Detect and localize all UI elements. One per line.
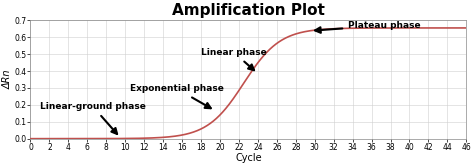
Y-axis label: ΔRn: ΔRn [3, 70, 13, 89]
X-axis label: Cycle: Cycle [235, 153, 262, 163]
Text: Linear phase: Linear phase [201, 48, 267, 70]
Title: Amplification Plot: Amplification Plot [172, 3, 325, 18]
Text: Linear-ground phase: Linear-ground phase [40, 102, 146, 134]
Text: Exponential phase: Exponential phase [130, 84, 224, 108]
Text: Plateau phase: Plateau phase [315, 21, 420, 33]
